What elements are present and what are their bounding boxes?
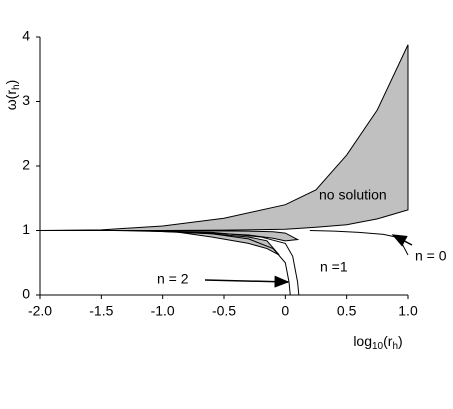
x-tick-label: -1.0 [151, 303, 175, 319]
x-label-part: ) [398, 333, 403, 349]
x-label-part: (r [383, 333, 393, 349]
y-tick-label: 4 [22, 28, 30, 44]
curve [138, 230, 300, 296]
y-tick-label: 0 [22, 286, 30, 302]
y-label-part: ω(r [3, 90, 19, 111]
x-tick-label: 1.0 [398, 303, 418, 319]
y-tick-label: 3 [22, 92, 30, 108]
y-axis-label: ω(rh) [3, 80, 22, 111]
arrow [391, 234, 413, 247]
x-label-part: log [353, 333, 372, 349]
x-label-part: h [392, 341, 398, 352]
x-label-part: 10 [372, 341, 384, 352]
x-tick-label: -2.0 [28, 303, 52, 319]
x-axis-label: log10(rh) [353, 333, 402, 352]
annotation: n = 0 [415, 248, 447, 264]
arrow [204, 275, 290, 288]
x-tick-label: -1.5 [89, 303, 113, 319]
y-tick-label: 2 [22, 157, 30, 173]
annotation: n =1 [320, 259, 348, 275]
x-tick-label: -0.5 [212, 303, 236, 319]
y-label-part: h [11, 84, 22, 90]
annotation: n = 2 [157, 271, 189, 287]
x-tick-label: 0.5 [337, 303, 357, 319]
annotation: no solution [319, 187, 387, 203]
y-label-part: ) [3, 80, 19, 85]
band [113, 230, 300, 242]
x-tick-label: 0 [281, 303, 289, 319]
y-tick-label: 1 [22, 221, 30, 237]
curve [309, 230, 409, 256]
band [39, 44, 409, 231]
